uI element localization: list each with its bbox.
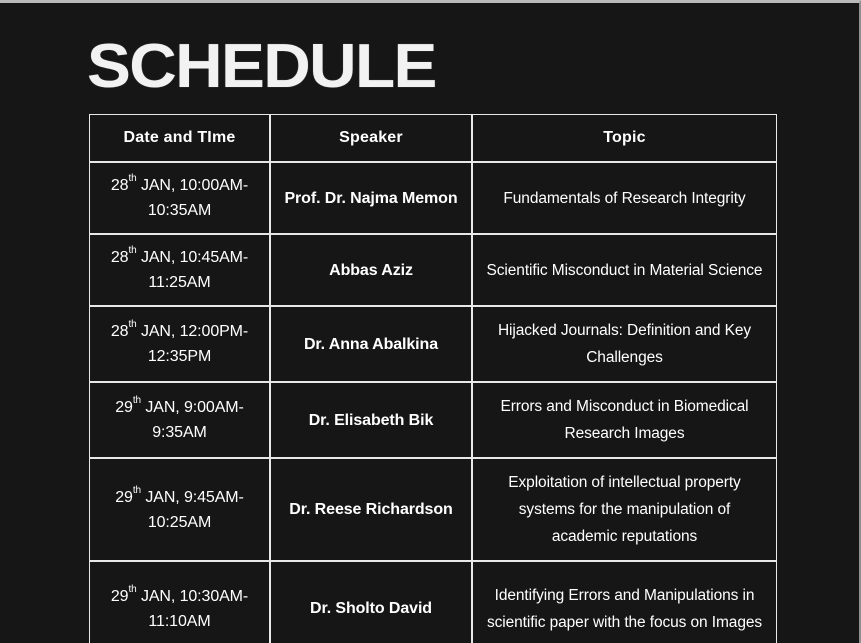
cell-topic: Exploitation of intellectual property sy… — [472, 458, 777, 561]
date-rest: JAN, 10:00AM- — [136, 177, 249, 194]
table-header-row: Date and TIme Speaker Topic — [89, 114, 777, 162]
cell-topic: Hijacked Journals: Definition and Key Ch… — [472, 306, 777, 382]
cell-datetime: 28th JAN, 10:45AM- 11:25AM — [89, 234, 270, 306]
date-rest: JAN, 10:45AM- — [136, 249, 249, 266]
table-row: 29th JAN, 9:00AM- 9:35AM Dr. Elisabeth B… — [89, 382, 777, 458]
date-rest: JAN, 10:30AM- — [136, 587, 249, 605]
table-row: 28th JAN, 10:00AM- 10:35AM Prof. Dr. Naj… — [89, 162, 777, 234]
day-number: 29 — [115, 399, 133, 416]
day-suffix: th — [132, 395, 141, 406]
cell-speaker: Abbas Aziz — [270, 234, 472, 306]
time-second-line: 12:35PM — [147, 348, 212, 365]
day-suffix: th — [132, 484, 141, 496]
cell-topic: Errors and Misconduct in Biomedical Rese… — [472, 382, 777, 458]
day-suffix: th — [128, 173, 137, 184]
day-number: 28 — [110, 177, 129, 194]
schedule-table: Date and TIme Speaker Topic 28th JAN, 10… — [89, 114, 777, 643]
cell-datetime: 28th JAN, 10:00AM- 10:35AM — [89, 162, 270, 234]
time-second-line: 11:10AM — [148, 612, 211, 630]
cell-speaker: Dr. Anna Abalkina — [270, 306, 472, 382]
day-number: 29 — [110, 587, 129, 605]
date-rest: JAN, 12:00PM- — [136, 323, 249, 340]
day-number: 28 — [110, 249, 129, 266]
cell-datetime: 29th JAN, 9:45AM- 10:25AM — [89, 458, 270, 561]
cell-topic: Fundamentals of Research Integrity — [472, 162, 777, 234]
day-suffix: th — [128, 245, 137, 256]
time-second-line: 9:35AM — [152, 424, 207, 441]
day-suffix: th — [128, 319, 137, 330]
table-row: 29th JAN, 10:30AM- 11:10AM Dr. Sholto Da… — [89, 561, 777, 643]
time-second-line: 10:35AM — [147, 202, 212, 219]
cell-speaker: Prof. Dr. Najma Memon — [270, 162, 472, 234]
column-header-datetime: Date and TIme — [89, 114, 270, 162]
date-rest: JAN, 9:45AM- — [141, 488, 244, 506]
time-second-line: 10:25AM — [147, 513, 212, 531]
day-number: 28 — [110, 323, 129, 340]
cell-speaker: Dr. Sholto David — [270, 561, 472, 643]
date-rest: JAN, 9:00AM- — [141, 399, 244, 416]
day-number: 29 — [115, 488, 133, 506]
cell-topic: Identifying Errors and Manipulations in … — [472, 561, 777, 643]
cell-datetime: 29th JAN, 10:30AM- 11:10AM — [89, 561, 270, 643]
cell-datetime: 29th JAN, 9:00AM- 9:35AM — [89, 382, 270, 458]
table-row: 29th JAN, 9:45AM- 10:25AM Dr. Reese Rich… — [89, 458, 777, 561]
cell-speaker: Dr. Elisabeth Bik — [270, 382, 472, 458]
cell-speaker: Dr. Reese Richardson — [270, 458, 472, 561]
table-body: 28th JAN, 10:00AM- 10:35AM Prof. Dr. Naj… — [89, 162, 777, 643]
column-header-topic: Topic — [472, 114, 777, 162]
page-title: SCHEDULE — [87, 32, 437, 101]
table-row: 28th JAN, 10:45AM- 11:25AM Abbas Aziz Sc… — [89, 234, 777, 306]
column-header-speaker: Speaker — [270, 114, 472, 162]
day-suffix: th — [128, 583, 137, 595]
cell-topic: Scientific Misconduct in Material Scienc… — [472, 234, 777, 306]
table-header: Date and TIme Speaker Topic — [89, 114, 777, 162]
cell-datetime: 28th JAN, 12:00PM- 12:35PM — [89, 306, 270, 382]
table-row: 28th JAN, 12:00PM- 12:35PM Dr. Anna Abal… — [89, 306, 777, 382]
time-second-line: 11:25AM — [148, 274, 211, 291]
